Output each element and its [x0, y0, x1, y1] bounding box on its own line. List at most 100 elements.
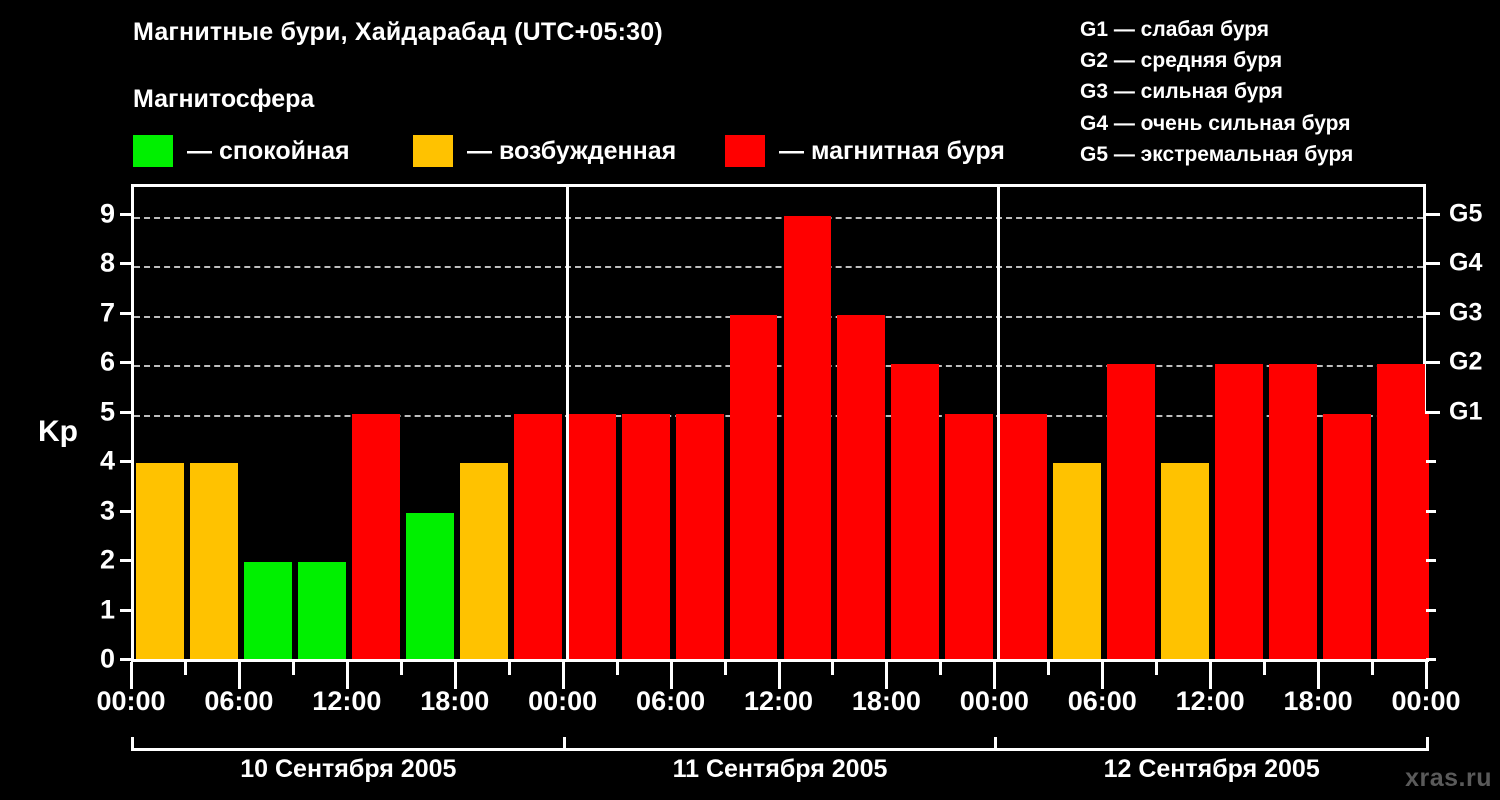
bar	[567, 413, 616, 659]
g-axis-minor-tick	[1426, 559, 1436, 563]
x-minor-tick	[183, 662, 187, 675]
bar	[675, 413, 724, 659]
x-major-tick	[885, 662, 889, 689]
unsettled-swatch	[413, 135, 453, 167]
y-tick	[120, 212, 132, 216]
x-minor-tick	[1155, 662, 1159, 675]
g-tick	[1426, 311, 1440, 315]
g-tick-label: G1	[1449, 397, 1483, 426]
date-bracket	[562, 737, 998, 751]
bar	[1107, 364, 1156, 659]
x-major-tick	[1209, 662, 1213, 689]
g-tick	[1426, 361, 1440, 365]
y-tick	[120, 509, 132, 513]
y-tick	[120, 559, 132, 563]
x-minor-tick	[507, 662, 511, 675]
y-tick-label: 7	[99, 297, 115, 328]
bar	[891, 364, 940, 659]
x-tick-label: 00:00	[1391, 686, 1461, 716]
bar	[1161, 463, 1210, 659]
bar	[1215, 364, 1264, 659]
day-separator	[997, 187, 1001, 659]
x-axis-line	[131, 659, 1429, 662]
x-minor-tick	[939, 662, 943, 675]
x-major-tick	[130, 662, 133, 689]
y-tick	[120, 460, 132, 464]
quiet-swatch	[133, 135, 173, 167]
bar	[189, 463, 238, 659]
bar	[621, 413, 670, 659]
x-major-tick	[561, 662, 565, 689]
legend-item-label: — спокойная	[187, 136, 350, 165]
g-axis-minor-tick	[1426, 608, 1436, 612]
date-bracket	[994, 737, 1429, 751]
x-minor-tick	[831, 662, 835, 675]
legend-item: — магнитная буря	[725, 134, 1005, 168]
bar	[351, 413, 400, 659]
x-major-tick	[345, 662, 349, 689]
bar	[513, 413, 562, 659]
gridline	[134, 365, 1423, 368]
legend-item: — возбужденная	[413, 134, 676, 168]
y-tick-label: 1	[99, 594, 115, 625]
x-minor-tick	[399, 662, 403, 675]
x-minor-tick	[1371, 662, 1375, 675]
legend-item-label: — магнитная буря	[779, 136, 1005, 165]
bar	[1323, 413, 1372, 659]
y-tick-label: 5	[99, 396, 115, 427]
x-major-tick	[237, 662, 241, 689]
x-tick-label: 00:00	[528, 686, 598, 716]
x-major-tick	[1101, 662, 1105, 689]
g-scale-legend-item: G2 — средняя буря	[1080, 49, 1283, 73]
date-bracket	[131, 737, 566, 751]
x-minor-tick	[1047, 662, 1051, 675]
x-major-tick	[669, 662, 673, 689]
x-major-tick	[1425, 662, 1428, 689]
bar	[1053, 463, 1102, 659]
bar	[837, 314, 886, 659]
bar	[1415, 413, 1429, 659]
x-tick-label: 00:00	[96, 686, 166, 716]
gridline	[134, 315, 1423, 318]
legend-item-label: — возбужденная	[467, 136, 677, 165]
y-tick	[120, 361, 132, 365]
x-tick-label: 00:00	[959, 686, 1029, 716]
x-minor-tick	[723, 662, 727, 675]
x-tick-label: 18:00	[851, 686, 921, 716]
x-tick-label: 12:00	[743, 686, 814, 716]
bar	[243, 562, 292, 659]
x-tick-label: 18:00	[420, 686, 490, 716]
bar	[136, 463, 184, 659]
y-tick-label: 8	[99, 247, 115, 278]
g-axis-minor-tick	[1426, 509, 1436, 513]
x-tick-label: 06:00	[204, 686, 274, 716]
g-tick	[1426, 212, 1440, 216]
gridline	[134, 266, 1423, 269]
y-tick-label: 6	[99, 346, 115, 377]
date-label: 12 Сентября 2005	[1103, 755, 1320, 783]
x-tick-label: 18:00	[1283, 686, 1353, 716]
y-tick	[120, 658, 132, 661]
bar	[783, 215, 832, 659]
x-minor-tick	[291, 662, 295, 675]
bar	[945, 413, 994, 659]
g-tick-label: G5	[1449, 199, 1483, 228]
x-tick-label: 12:00	[1175, 686, 1245, 716]
date-label: 11 Сентября 2005	[672, 755, 888, 783]
g-tick	[1426, 410, 1440, 414]
bar	[729, 314, 778, 659]
y-tick	[120, 262, 132, 266]
storm-swatch	[725, 135, 765, 167]
y-tick-label: 9	[99, 198, 115, 229]
x-major-tick	[453, 662, 457, 689]
plot-area	[131, 184, 1429, 659]
g-tick	[1426, 262, 1440, 266]
bar	[297, 562, 346, 659]
x-tick-label: 12:00	[312, 686, 382, 716]
legend-item: — спокойная	[133, 134, 350, 168]
bar	[1269, 364, 1318, 659]
x-major-tick	[777, 662, 781, 689]
x-major-tick	[1317, 662, 1321, 689]
y-tick-label: 0	[99, 643, 115, 674]
